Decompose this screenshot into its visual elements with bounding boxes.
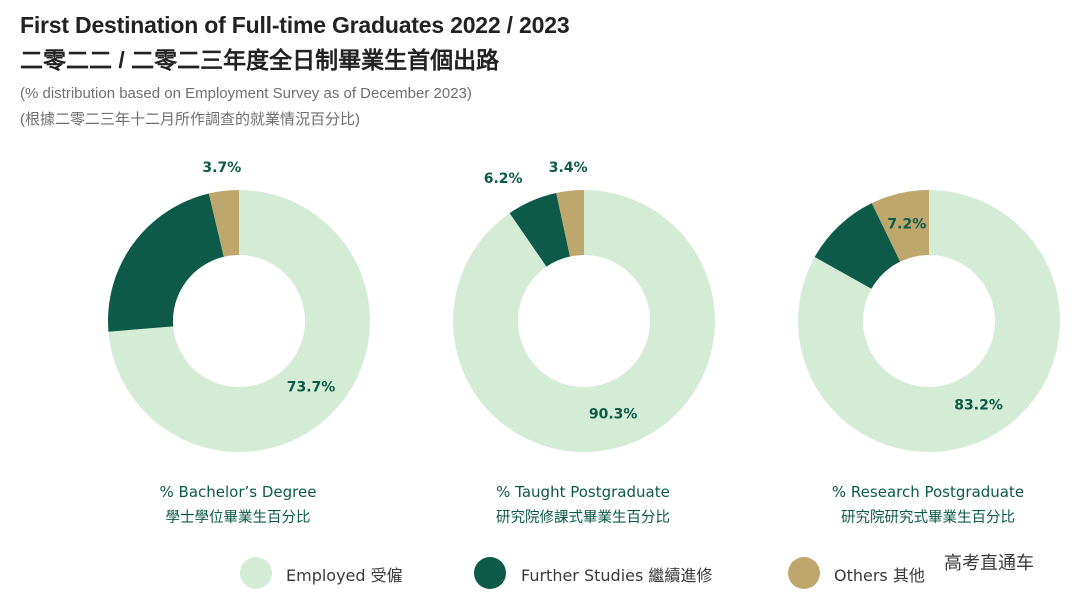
research-postgrad-label-further-studies: 9.7% [842,241,881,257]
watermark: 高考直通车 [944,553,1034,574]
taught-postgrad-label-further-studies: 6.2% [484,171,523,187]
research-postgrad-label-employed: 83.2% [954,398,1003,414]
legend-label-others: Others 其他 [834,566,925,585]
bachelor-slice-further-studies [108,193,224,332]
bachelor-slice-employed [108,190,370,452]
taught-postgrad-caption-en: % Taught Postgraduate [496,483,670,501]
bachelor-donut-chart: 73.7% 22.6% 3.7% [108,160,370,452]
research-postgrad-label-others: 7.2% [887,217,926,233]
research-postgrad-donut-chart: 83.2% 9.7% 7.2% [798,190,1060,452]
taught-postgrad-slice-further-studies [509,192,570,267]
legend-swatch-employed [240,557,272,589]
legend-label-employed: Employed 受僱 [286,566,403,585]
legend-swatch-further-studies [474,557,506,589]
bachelor-caption-zh: 學士學位畢業生百分比 [165,510,311,526]
taught-postgrad-caption-zh: 研究院修課式畢業生百分比 [496,510,670,526]
research-postgrad-slice-further-studies [814,203,901,289]
taught-postgrad-donut-chart: 90.3% 6.2% 3.4% [452,160,715,453]
research-postgrad-caption-zh: 研究院研究式畢業生百分比 [841,510,1015,526]
research-postgrad-slice-employed [798,190,1060,452]
bachelor-caption-en: % Bachelor’s Degree [159,483,317,501]
legend-label-further-studies: Further Studies 繼續進修 [521,566,713,585]
chart-title-zh: 二零二二 / 二零二三年度全日制畢業生首個出路 [20,47,500,73]
taught-postgrad-slice-employed [452,190,715,453]
legend-swatch-others [788,557,820,589]
bachelor-label-employed: 73.7% [287,379,336,395]
taught-postgrad-label-employed: 90.3% [589,407,638,423]
bachelor-label-further-studies: 22.6% [135,255,184,271]
research-postgrad-caption-en: % Research Postgraduate [831,483,1025,501]
taught-postgrad-slice-others [556,190,584,257]
bachelor-label-others: 3.7% [202,160,241,176]
chart-title-en: First Destination of Full-time Graduates… [20,12,570,38]
research-postgrad-slice-others [871,190,929,262]
chart-subtitle-en: (% distribution based on Employment Surv… [20,85,472,102]
bachelor-slice-others [208,190,239,257]
taught-postgrad-label-others: 3.4% [549,160,588,176]
chart-subtitle-zh: (根據二零二三年十二月所作調查的就業情況百分比) [20,111,360,128]
